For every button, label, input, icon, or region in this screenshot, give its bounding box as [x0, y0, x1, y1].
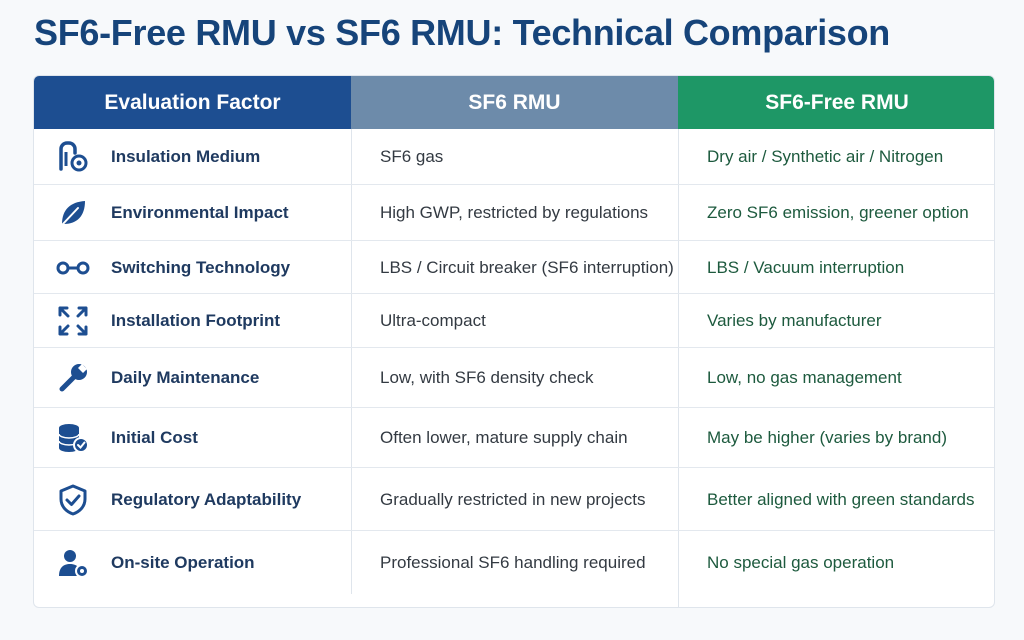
sf6-value: Ultra-compact	[380, 311, 486, 330]
expand-arrows-icon	[56, 304, 90, 338]
sf6-free-value: Low, no gas management	[707, 368, 902, 387]
header-sf6-free-rmu: SF6-Free RMU	[678, 76, 994, 129]
sf6-value: LBS / Circuit breaker (SF6 interruption)	[380, 257, 674, 277]
sf6-free-value: LBS / Vacuum interruption	[707, 257, 905, 277]
factor-label: Initial Cost	[111, 428, 198, 447]
table-row: Installation Footprint Ultra-compact Var…	[34, 294, 994, 348]
user-gear-icon	[56, 546, 90, 580]
wrench-icon	[56, 361, 90, 395]
sf6-free-value: Zero SF6 emission, greener option	[707, 203, 969, 222]
table-row: Regulatory Adaptability Gradually restri…	[34, 468, 994, 531]
header-sf6-rmu: SF6 RMU	[351, 76, 678, 129]
factor-label: Switching Technology	[111, 257, 291, 277]
table-row: Insulation Medium SF6 gas Dry air / Synt…	[34, 129, 994, 185]
table-row: Daily Maintenance Low, with SF6 density …	[34, 348, 994, 408]
factor-label: Environmental Impact	[111, 203, 289, 222]
gas-bubbles-icon	[56, 140, 90, 174]
header-evaluation-factor: Evaluation Factor	[34, 76, 351, 129]
table-header: Evaluation Factor SF6 RMU SF6-Free RMU	[34, 76, 994, 129]
sf6-free-value: Better aligned with green standards	[707, 489, 975, 509]
sf6-value: Low, with SF6 density check	[380, 368, 594, 387]
factor-label: Regulatory Adaptability	[111, 489, 302, 509]
sf6-value: SF6 gas	[380, 147, 444, 166]
factor-label: Installation Footprint	[111, 311, 281, 330]
table-row: Switching Technology LBS / Circuit break…	[34, 241, 994, 294]
page-title: SF6-Free RMU vs SF6 RMU: Technical Compa…	[34, 12, 891, 53]
sf6-free-value: May be higher (varies by brand)	[707, 428, 948, 447]
column-divider	[351, 129, 352, 594]
shield-check-icon	[56, 483, 90, 517]
sf6-free-value: Dry air / Synthetic air / Nitrogen	[707, 147, 944, 166]
sf6-free-value: No special gas operation	[707, 552, 895, 572]
sf6-value: Gradually restricted in new projects	[380, 489, 646, 509]
switch-link-icon	[56, 251, 90, 285]
table-row: On-site Operation Professional SF6 handl…	[34, 531, 994, 594]
sf6-value: Often lower, mature supply chain	[380, 428, 628, 447]
table-row: Environmental Impact High GWP, restricte…	[34, 185, 994, 241]
sf6-value: High GWP, restricted by regulations	[380, 203, 649, 222]
column-divider	[678, 129, 679, 607]
leaf-icon	[56, 196, 90, 230]
table-row: Initial Cost Often lower, mature supply …	[34, 408, 994, 468]
sf6-free-value: Varies by manufacturer	[707, 311, 882, 330]
comparison-table: Evaluation Factor SF6 RMU SF6-Free RMU I…	[33, 75, 995, 608]
factor-label: Daily Maintenance	[111, 368, 260, 387]
factor-label: On-site Operation	[111, 552, 255, 572]
sf6-value: Professional SF6 handling required	[380, 552, 646, 572]
factor-label: Insulation Medium	[111, 147, 261, 166]
coin-stack-icon	[56, 421, 90, 455]
